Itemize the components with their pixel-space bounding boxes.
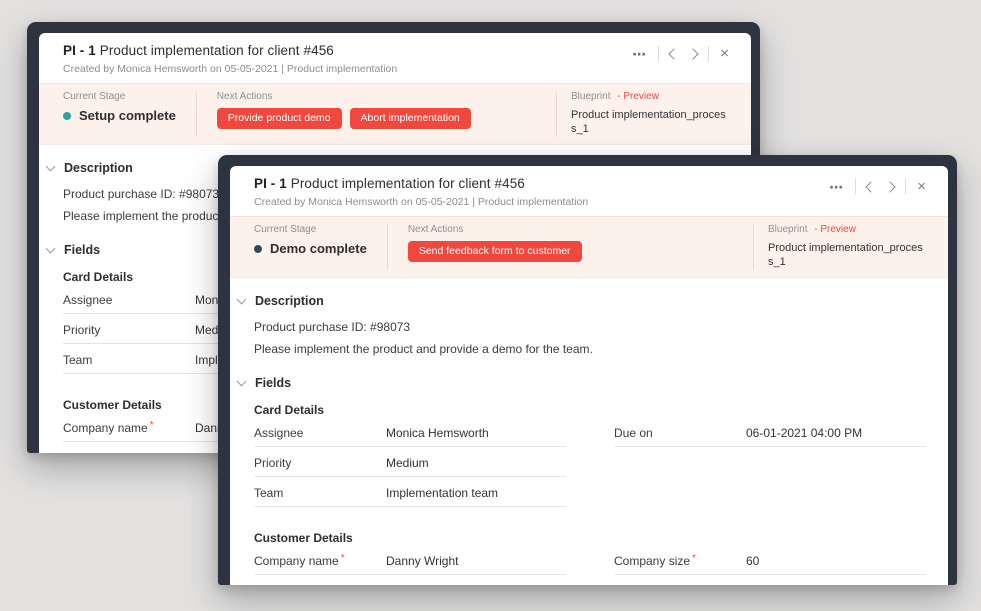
chevron-down-icon: [236, 294, 247, 305]
divider: [708, 46, 710, 61]
card-subtitle: Created by Monica Hemsworth on 05-05-202…: [63, 63, 398, 75]
chevron-down-icon: [45, 243, 56, 254]
header-controls: ⋯ ×: [632, 46, 729, 61]
fields-section-toggle[interactable]: Fields: [45, 243, 729, 257]
fields-section-toggle[interactable]: Fields: [236, 376, 926, 390]
description-section-toggle[interactable]: Description: [236, 294, 926, 308]
blueprint-block: Blueprint - Preview Product implementati…: [556, 91, 729, 137]
required-marker: *: [149, 419, 154, 431]
card-header: PI - 1 Product implementation for client…: [39, 33, 751, 83]
card-window-demo-complete: PI - 1 Product implementation for client…: [218, 155, 957, 585]
next-actions-label: Next Actions: [407, 224, 464, 235]
close-icon[interactable]: ×: [720, 45, 729, 62]
next-actions-label: Next Actions: [216, 91, 273, 102]
field-row-due-on: Due on 06-01-2021 04:00 PM: [614, 426, 926, 447]
next-actions-block: Next Actions Send feedback form to custo…: [388, 224, 753, 270]
stage-bar: Current Stage Setup complete Next Action…: [39, 83, 751, 145]
group-heading: Customer Details: [63, 397, 162, 412]
stage-dot-icon: [254, 244, 262, 253]
blueprint-label: Blueprint: [571, 91, 611, 102]
description-line: Product purchase ID: #98073: [63, 186, 220, 201]
required-marker: *: [340, 552, 345, 564]
chevron-down-icon: [45, 161, 56, 172]
description-section-toggle[interactable]: Description: [45, 161, 729, 175]
field-row-team: Team Implementation team: [254, 486, 566, 507]
current-stage-label: Current Stage: [254, 224, 317, 235]
field-row-company-size: Company size * 60: [614, 552, 926, 575]
blueprint-preview-link[interactable]: - Preview: [814, 224, 856, 235]
current-stage-block: Current Stage Demo complete: [254, 224, 388, 270]
card-id: PI - 1: [63, 43, 96, 58]
more-options-icon[interactable]: ⋯: [632, 45, 648, 62]
more-options-icon[interactable]: ⋯: [829, 178, 845, 195]
current-stage-value: Setup complete: [63, 108, 176, 123]
required-marker: *: [692, 552, 696, 564]
blueprint-preview-link[interactable]: - Preview: [617, 91, 659, 102]
stage-dot-icon: [63, 111, 71, 120]
stage-name: Demo complete: [270, 241, 367, 256]
next-actions-block: Next Actions Provide product demo Abort …: [197, 91, 556, 137]
card-title: PI - 1 Product implementation for client…: [63, 43, 397, 58]
provide-product-demo-button[interactable]: Provide product demo: [216, 108, 342, 129]
previous-card-icon[interactable]: [668, 47, 680, 60]
group-heading: Card Details: [63, 269, 134, 284]
blueprint-name: Product implementation_process_1: [571, 109, 726, 136]
card: PI - 1 Product implementation for client…: [230, 166, 948, 585]
divider: [658, 46, 660, 61]
blueprint-block: Blueprint - Preview Product implementati…: [753, 224, 926, 270]
blueprint-name: Product implementation_process_1: [768, 242, 923, 269]
next-card-icon[interactable]: [884, 180, 896, 193]
divider: [855, 179, 857, 194]
card-title: PI - 1 Product implementation for client…: [254, 176, 588, 191]
previous-card-icon[interactable]: [865, 180, 877, 193]
card-title-text: Product implementation for client #456: [290, 176, 525, 191]
header-controls: ⋯ ×: [829, 179, 926, 194]
field-row-priority: Priority Medium: [254, 456, 566, 477]
chevron-down-icon: [236, 376, 247, 387]
card-subtitle: Created by Monica Hemsworth on 05-05-202…: [254, 196, 589, 208]
current-stage-value: Demo complete: [254, 241, 367, 256]
next-card-icon[interactable]: [687, 47, 699, 60]
divider: [905, 179, 907, 194]
field-row-company-name: Company name* Danny Wright: [254, 552, 566, 575]
current-stage-label: Current Stage: [63, 91, 126, 102]
description-line: Please implement the product and provide…: [254, 341, 593, 356]
field-row-industry: Industry Manufacturing: [254, 584, 566, 585]
card-title-text: Product implementation for client #456: [99, 43, 334, 58]
group-heading: Customer Details: [254, 530, 353, 545]
description-line: Product purchase ID: #98073: [254, 319, 411, 334]
blueprint-label: Blueprint: [768, 224, 808, 235]
close-icon[interactable]: ×: [917, 178, 926, 195]
group-heading: Card Details: [254, 402, 325, 417]
title-block: PI - 1 Product implementation for client…: [254, 176, 588, 208]
send-feedback-form-button[interactable]: Send feedback form to customer: [407, 241, 582, 262]
card-id: PI - 1: [254, 176, 287, 191]
card-header: PI - 1 Product implementation for client…: [230, 166, 948, 216]
field-row-assignee: Assignee Monica Hemsworth: [254, 426, 566, 447]
card-body: Description Product purchase ID: #98073 …: [230, 278, 948, 585]
title-block: PI - 1 Product implementation for client…: [63, 43, 397, 75]
current-stage-block: Current Stage Setup complete: [63, 91, 197, 137]
stage-name: Setup complete: [79, 108, 176, 123]
abort-implementation-button[interactable]: Abort implementation: [349, 108, 471, 129]
stage-bar: Current Stage Demo complete Next Actions…: [230, 216, 948, 278]
